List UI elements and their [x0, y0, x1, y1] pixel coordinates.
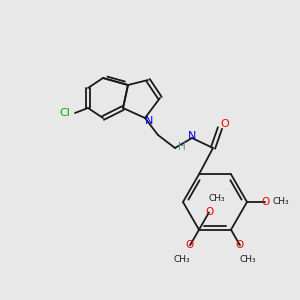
- Text: N: N: [188, 131, 196, 141]
- Text: O: O: [205, 207, 213, 218]
- Text: CH₃: CH₃: [209, 194, 225, 203]
- Text: O: O: [220, 119, 230, 129]
- Text: H: H: [178, 142, 186, 152]
- Text: N: N: [145, 116, 153, 126]
- Text: O: O: [261, 197, 269, 207]
- Text: O: O: [186, 240, 194, 250]
- Text: CH₃: CH₃: [240, 255, 256, 264]
- Text: O: O: [236, 240, 244, 250]
- Text: Cl: Cl: [60, 108, 70, 118]
- Text: CH₃: CH₃: [273, 197, 289, 206]
- Text: CH₃: CH₃: [174, 255, 190, 264]
